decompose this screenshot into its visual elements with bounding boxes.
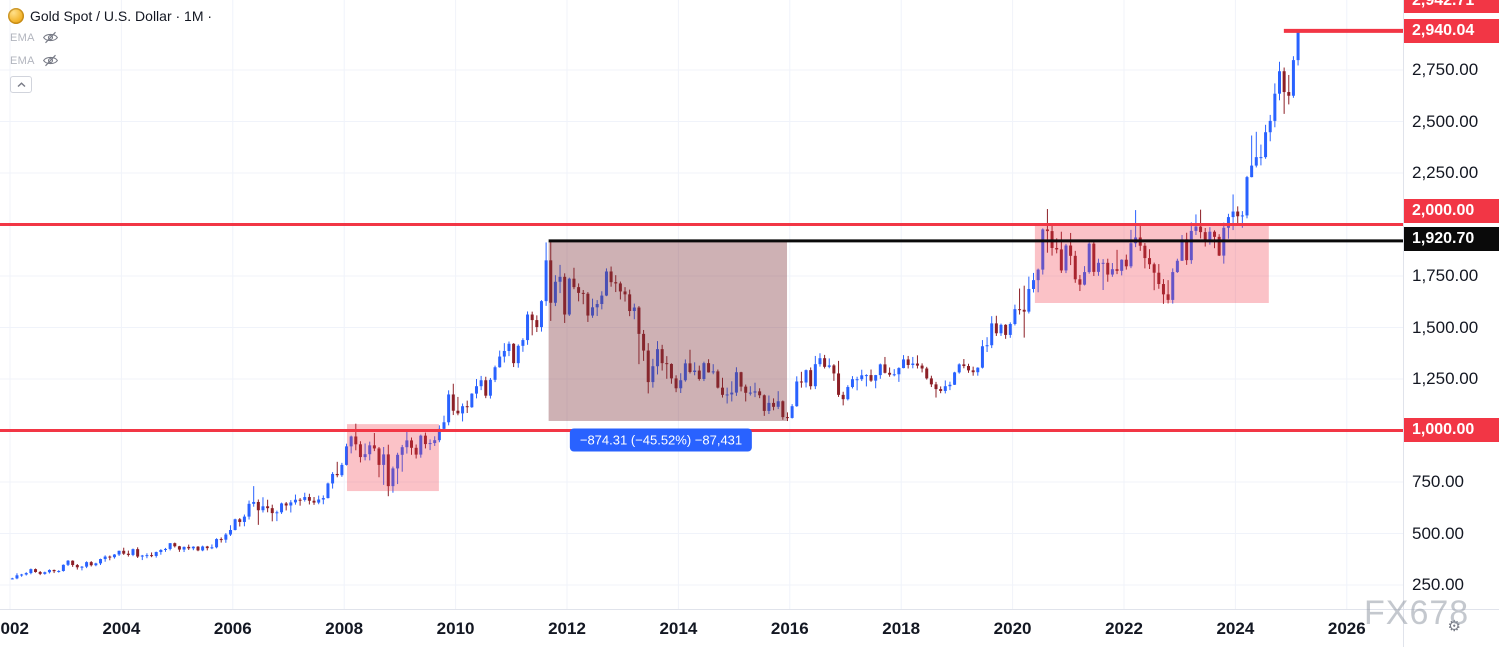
gold-coin-icon [8, 8, 24, 24]
measure-box-2011-2015-drop[interactable] [548, 240, 788, 421]
time-tick-label: 2020 [993, 619, 1032, 638]
time-tick-label: 2012 [548, 619, 586, 638]
time-tick-label: 2010 [436, 619, 475, 638]
time-tick-label: 2006 [213, 619, 252, 638]
indicator-row-ema-2[interactable]: EMA [8, 49, 212, 72]
measure-result-label[interactable]: −874.31 (−45.52%) −87,431 [569, 428, 753, 452]
time-tick-label: 2026 [1327, 619, 1366, 638]
highlight-box-2020-2024[interactable] [1034, 224, 1269, 303]
axis-settings-gear-icon[interactable]: ⚙ [1447, 618, 1461, 635]
axis-corner: ⚙ [1403, 609, 1499, 647]
price-axis[interactable]: 2,750.00 2,500.00 2,250.00 1,750.00 1,500.00… [1403, 0, 1499, 610]
price-tick-label: 2,500.00 [1412, 111, 1479, 131]
price-tick-label: 2,250.00 [1412, 163, 1479, 182]
price-tick-label: 500.00 [1412, 523, 1464, 543]
collapse-indicators-button[interactable] [10, 76, 32, 93]
indicator-label: EMA [10, 54, 35, 67]
time-tick-label: 2024 [1216, 619, 1255, 638]
time-tick-label: 2018 [882, 619, 921, 638]
price-tick-label: 250.00 [1412, 575, 1464, 594]
grid-layer [0, 0, 1404, 610]
price-tick-label: 2,750.00 [1412, 60, 1479, 79]
boxes-layer [346, 224, 1269, 492]
time-tick-label: 2022 [1105, 619, 1143, 638]
price-tick-label: 750.00 [1412, 472, 1464, 491]
level-1000-tag: 1,000.00 [1404, 418, 1499, 442]
resistance-2940-tag: 2,940.04 [1404, 19, 1499, 43]
level-1920-tag: 1,920.70 [1404, 227, 1499, 251]
candles-layer [10, 30, 1300, 580]
symbol-title[interactable]: Gold Spot / U.S. Dollar · 1M · [30, 8, 213, 24]
time-tick-label: 2004 [102, 619, 141, 638]
level-2000-tag: 2,000.00 [1404, 199, 1499, 223]
time-tick-label: 2008 [325, 619, 364, 638]
price-tick-label: 1,250.00 [1412, 369, 1479, 388]
indicator-row-ema-1[interactable]: EMA [8, 26, 212, 49]
time-tick-label: 2016 [770, 619, 809, 638]
current-price-tag: 2,942.71 [1404, 0, 1499, 13]
chevron-up-icon [17, 81, 25, 87]
price-tick-label: 1,750.00 [1412, 266, 1479, 285]
eye-hidden-icon[interactable] [42, 54, 58, 67]
price-tick-label: 1,500.00 [1412, 317, 1479, 337]
time-tick-label: 2014 [659, 619, 698, 638]
eye-hidden-icon[interactable] [42, 31, 58, 44]
time-tick-label: 2002 [0, 619, 29, 638]
highlight-box-2008-base[interactable] [346, 424, 439, 492]
indicator-label: EMA [10, 31, 35, 44]
symbol-row[interactable]: Gold Spot / U.S. Dollar · 1M · [8, 6, 212, 26]
time-axis[interactable]: 2002 2004 2006 2008 2010 2012 2014 2016 2018 2020… [0, 609, 1404, 647]
chart-legend: Gold Spot / U.S. Dollar · 1M · EMA EMA [8, 6, 212, 93]
